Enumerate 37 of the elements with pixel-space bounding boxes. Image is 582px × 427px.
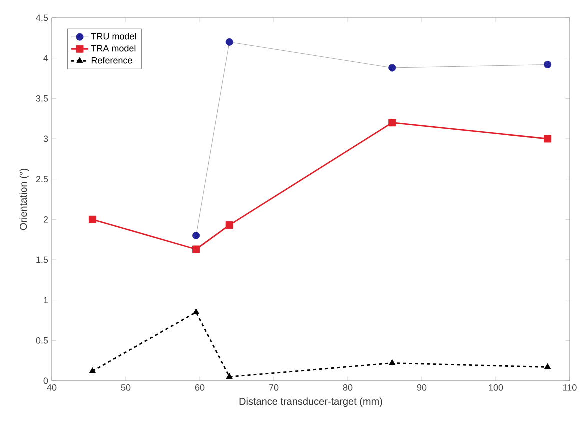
y-tick-label: 1.5 xyxy=(36,256,48,264)
y-tick-label: 4 xyxy=(44,55,48,62)
point xyxy=(388,119,396,127)
point xyxy=(192,232,200,240)
y-tick-label: 2.5 xyxy=(36,176,48,183)
point xyxy=(544,61,552,69)
point xyxy=(192,246,200,254)
point xyxy=(544,364,552,370)
legend-label: TRU model xyxy=(91,33,136,40)
x-tick-label: 50 xyxy=(121,384,131,391)
y-axis-title: Orientation (°) xyxy=(20,168,30,230)
point xyxy=(88,216,96,224)
y-tick-label: 0 xyxy=(44,378,48,384)
x-tick-label: 60 xyxy=(195,384,205,391)
point xyxy=(388,64,396,72)
point xyxy=(226,373,233,379)
y-tick-label: 3 xyxy=(44,136,48,142)
legend-label: Reference xyxy=(92,57,132,64)
y-tick-label: 3.5 xyxy=(36,95,48,102)
x-tick-label: 100 xyxy=(489,384,504,391)
point xyxy=(544,135,552,143)
point xyxy=(193,308,200,314)
point xyxy=(389,359,396,366)
point xyxy=(89,368,96,374)
x-tick-label: 70 xyxy=(269,384,279,391)
point xyxy=(226,38,234,46)
x-axis-title: Distance transducer-target (mm) xyxy=(240,398,382,408)
y-tick-label: 0.5 xyxy=(36,337,48,344)
x-tick-label: 110 xyxy=(564,384,577,391)
point xyxy=(226,222,234,230)
x-tick-label: 90 xyxy=(417,384,427,391)
y-tick-label: 2 xyxy=(44,216,48,223)
x-tick-label: 40 xyxy=(47,384,57,391)
y-tick-label: 4.5 xyxy=(36,14,48,22)
legend-label: TRA model xyxy=(91,45,136,52)
x-tick-label: 80 xyxy=(343,384,353,391)
y-tick-label: 1 xyxy=(44,297,48,304)
